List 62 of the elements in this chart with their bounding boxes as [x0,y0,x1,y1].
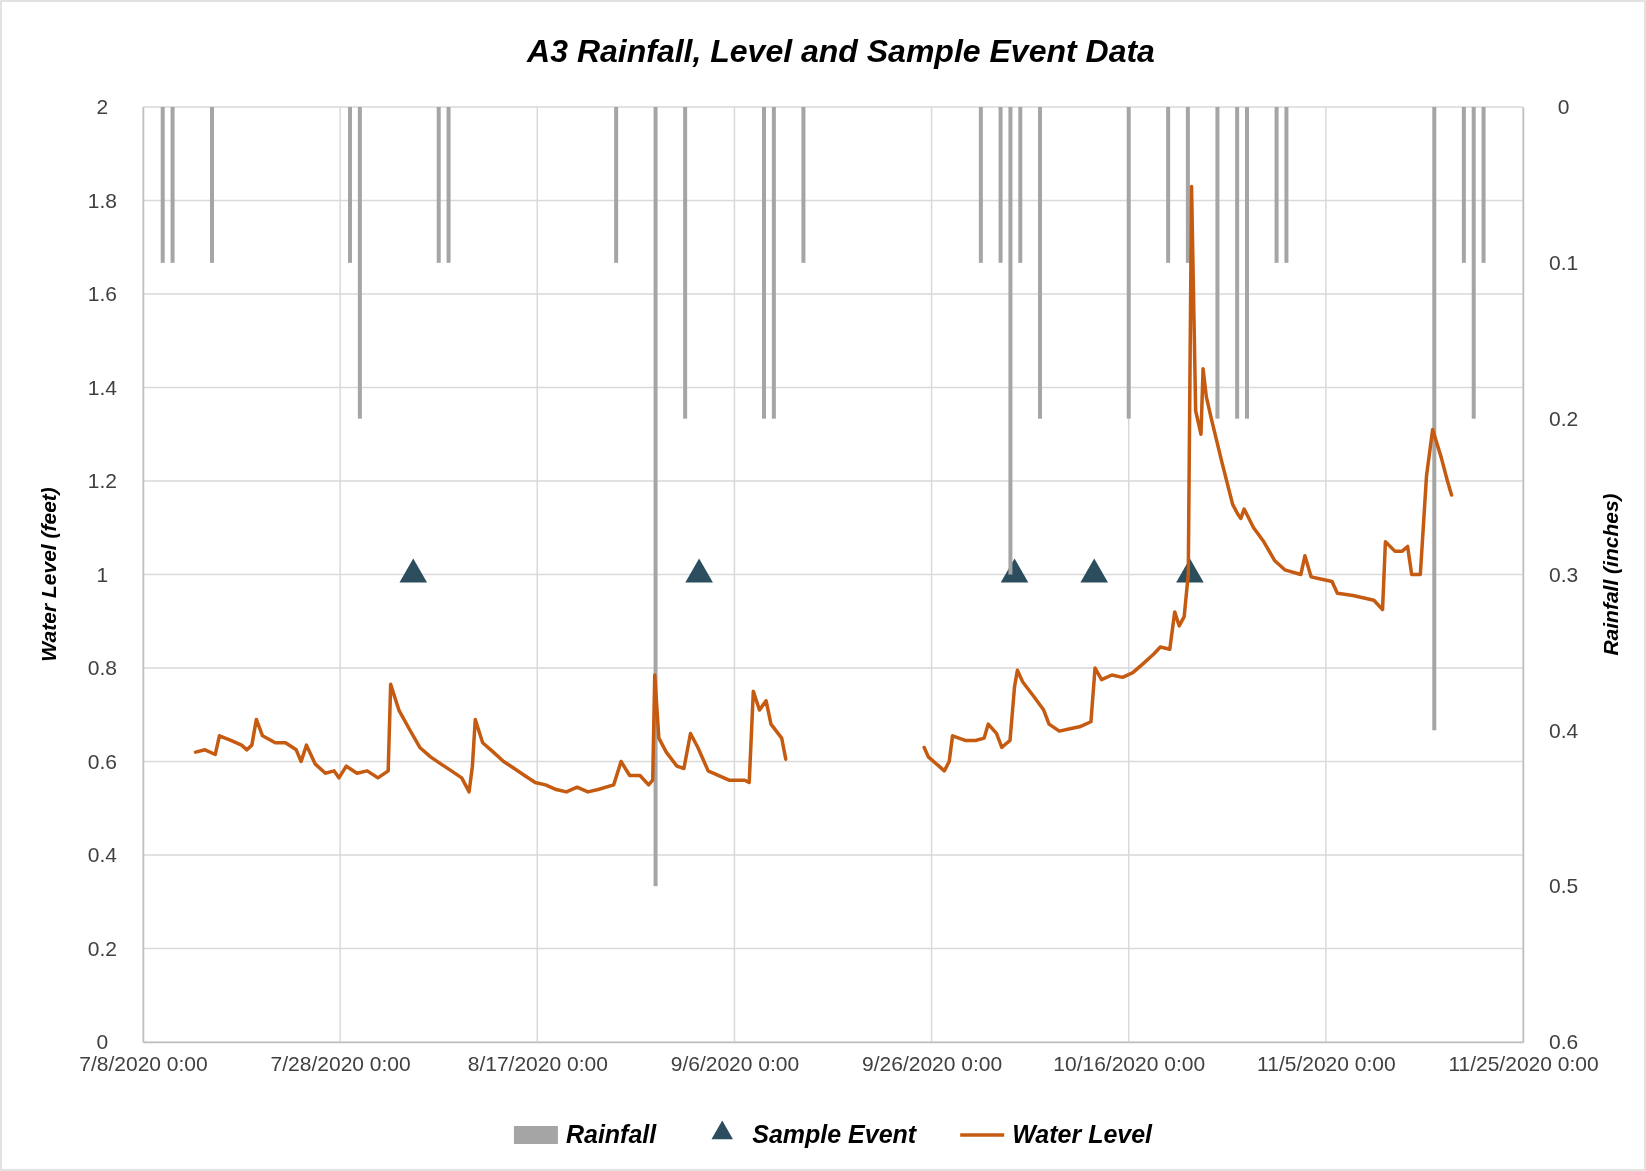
bar [1245,107,1249,419]
x-tick-label: 8/17/2020 0:00 [467,1051,608,1075]
y-tick-label: 1.2 [87,469,117,493]
bar [1038,107,1042,419]
y-tick-label: 0.2 [87,936,117,960]
bar [998,107,1003,263]
chart-title: A3 Rainfall, Level and Sample Event Data [526,33,1155,69]
y2-tick-label: 0.2 [1549,406,1579,430]
x-tick-label: 11/25/2020 0:00 [1448,1051,1599,1075]
bar [357,107,362,419]
bar [1185,107,1190,263]
bar [801,107,806,263]
bar [771,107,776,419]
y2-tick-label: 0.4 [1549,718,1579,742]
y2-tick-label: 0.1 [1549,251,1579,275]
y-tick-label: 1.4 [87,375,118,399]
bar [1432,107,1437,731]
x-tick-label: 7/8/2020 0:00 [79,1051,208,1075]
y-axis-title: Water Level (feet) [37,487,60,662]
x-tick-label: 7/28/2020 0:00 [270,1051,411,1075]
y-tick-label: 2 [96,95,109,119]
x-tick-label: 10/16/2020 0:00 [1053,1051,1206,1075]
y2-axis-title: Rainfall (inches) [1599,493,1622,656]
y-tick-label: 1.6 [87,282,117,306]
bar [1215,107,1220,419]
y-tick-label: 1 [96,562,109,586]
legend-label: Rainfall [565,1120,658,1148]
bar [683,107,688,419]
y-tick-label: 0.8 [87,656,117,680]
y-tick-label: 0.4 [87,843,118,867]
bar [653,107,658,887]
bar [1018,107,1023,263]
y2-tick-label: 0.3 [1549,562,1579,586]
bar [1126,107,1131,419]
legend-label: Sample Event [752,1120,918,1148]
bar [762,107,766,419]
y2-tick-label: 0 [1557,95,1570,119]
bar [1274,107,1279,263]
y2-tick-label: 0.5 [1549,874,1579,898]
bar [1471,107,1476,419]
x-tick-label: 9/6/2020 0:00 [670,1051,800,1075]
y-tick-label: 1.8 [87,188,117,212]
bar [436,107,441,263]
bar [1481,107,1486,263]
x-tick-label: 11/5/2020 0:00 [1257,1051,1396,1075]
x-tick-label: 9/26/2020 0:00 [862,1051,1003,1075]
bar [1461,107,1466,263]
bar [1284,107,1289,263]
bar [978,107,983,263]
bar [348,107,352,263]
bar [614,107,619,263]
bar [170,107,175,263]
legend-label: Water Level [1012,1120,1154,1148]
bar [1235,107,1240,419]
y-tick-label: 0 [96,1030,109,1054]
y-tick-label: 0.6 [87,749,117,773]
bar [1008,107,1013,575]
bar [160,107,165,263]
y2-tick-label: 0.6 [1549,1030,1579,1054]
bar [210,107,214,263]
bar [446,107,451,263]
bar [1166,107,1171,263]
